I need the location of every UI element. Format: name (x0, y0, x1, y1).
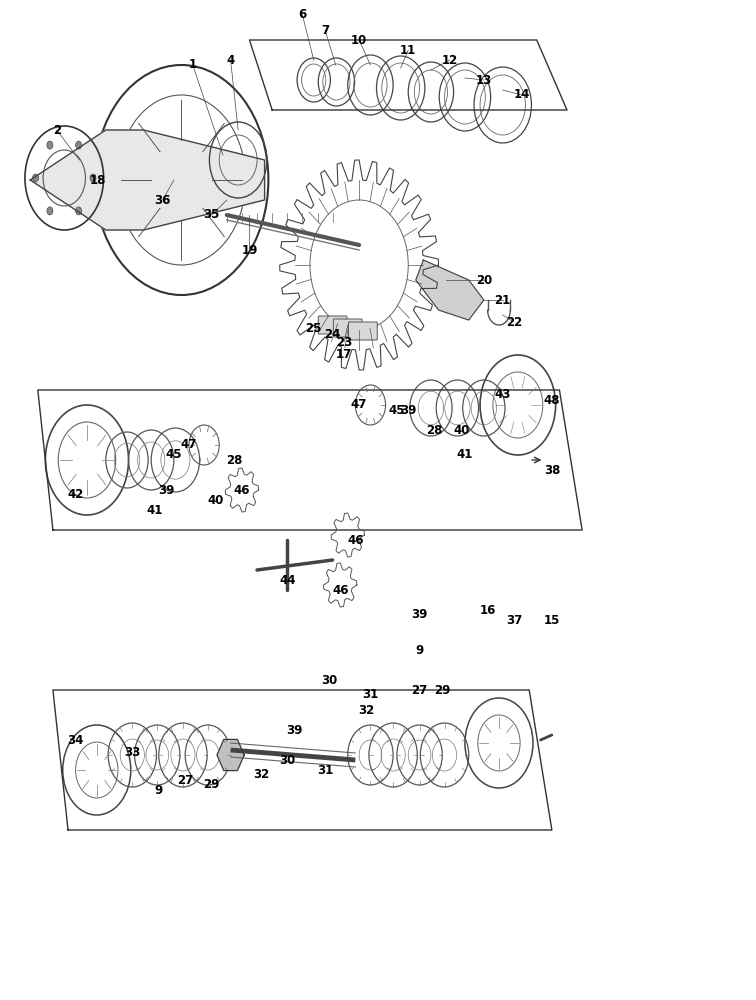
Text: 43: 43 (494, 388, 511, 401)
Text: 32: 32 (253, 768, 269, 782)
Text: 27: 27 (177, 774, 194, 786)
Text: 23: 23 (336, 336, 352, 349)
Text: 30: 30 (279, 754, 296, 766)
Text: 21: 21 (494, 294, 511, 306)
Text: 2: 2 (53, 123, 60, 136)
Text: 39: 39 (287, 724, 303, 736)
Text: 44: 44 (279, 574, 296, 586)
Text: 17: 17 (336, 349, 352, 361)
Text: 35: 35 (203, 209, 220, 222)
Text: 9: 9 (416, 644, 423, 656)
Text: 1: 1 (189, 58, 197, 72)
Text: 19: 19 (241, 243, 258, 256)
FancyBboxPatch shape (333, 319, 362, 337)
Text: 30: 30 (321, 674, 337, 686)
Text: 42: 42 (67, 488, 84, 502)
Text: 41: 41 (457, 448, 473, 462)
Text: 45: 45 (389, 403, 405, 416)
Text: 12: 12 (442, 53, 458, 66)
Text: 45: 45 (166, 448, 182, 462)
Polygon shape (30, 130, 265, 230)
Text: 47: 47 (181, 438, 197, 452)
FancyBboxPatch shape (318, 316, 347, 334)
Circle shape (33, 174, 39, 182)
Text: 13: 13 (476, 74, 492, 87)
Text: 32: 32 (358, 704, 375, 716)
Text: 25: 25 (305, 322, 322, 334)
Circle shape (76, 141, 82, 149)
Text: 39: 39 (411, 608, 428, 621)
Text: 18: 18 (90, 174, 107, 186)
Text: 41: 41 (147, 504, 163, 516)
Text: 14: 14 (513, 89, 530, 102)
Text: 38: 38 (544, 464, 560, 477)
Text: 29: 29 (434, 684, 451, 696)
Text: 46: 46 (234, 484, 250, 496)
Text: 9: 9 (155, 784, 163, 796)
Circle shape (76, 207, 82, 215)
Circle shape (90, 174, 96, 182)
Text: 15: 15 (544, 613, 560, 626)
Text: 27: 27 (411, 684, 428, 696)
Text: 48: 48 (544, 393, 560, 406)
Text: 28: 28 (426, 424, 443, 436)
Text: 7: 7 (321, 23, 329, 36)
Text: 36: 36 (154, 194, 171, 207)
Polygon shape (416, 260, 484, 320)
Text: 20: 20 (476, 273, 492, 286)
Text: 22: 22 (506, 316, 522, 328)
Text: 40: 40 (207, 493, 224, 506)
Circle shape (47, 207, 53, 215)
Text: 11: 11 (400, 43, 417, 56)
Text: 31: 31 (317, 764, 333, 776)
Text: 4: 4 (227, 53, 234, 66)
Text: 10: 10 (351, 33, 367, 46)
Text: 16: 16 (479, 603, 496, 616)
Text: 24: 24 (324, 328, 341, 342)
Text: 28: 28 (226, 454, 243, 466)
Text: 29: 29 (203, 778, 220, 792)
Text: 39: 39 (400, 403, 417, 416)
Text: 37: 37 (506, 613, 522, 626)
Text: 33: 33 (124, 746, 141, 758)
Text: 40: 40 (453, 424, 469, 436)
Text: 47: 47 (351, 398, 367, 412)
Text: 39: 39 (158, 484, 175, 496)
Polygon shape (217, 739, 244, 771)
FancyBboxPatch shape (349, 322, 377, 340)
Circle shape (47, 141, 53, 149)
Text: 46: 46 (347, 534, 364, 546)
Text: 46: 46 (332, 584, 349, 596)
Text: 34: 34 (67, 734, 84, 746)
Text: 6: 6 (299, 8, 306, 21)
Text: 31: 31 (362, 688, 379, 702)
